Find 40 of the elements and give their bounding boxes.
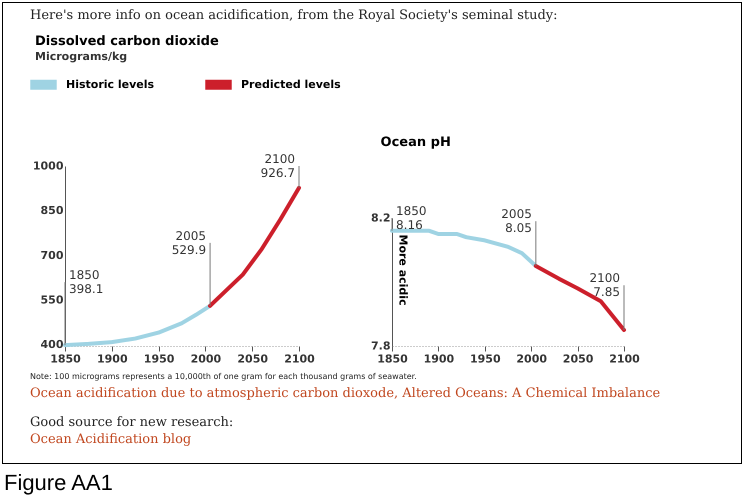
legend-label: Historic levels	[66, 78, 155, 91]
x-tick-label: 1900	[424, 352, 455, 366]
y-tick-label: 1000	[32, 160, 64, 172]
annotation: 2100 926.7	[260, 152, 295, 180]
annotation: 1850 8.16	[396, 204, 427, 232]
text: Good source for new research:	[30, 415, 234, 432]
annotation: 1850 398.1	[69, 268, 104, 296]
line-series	[63, 304, 212, 348]
text: Here's more info on ocean acidification, from the Royal Society's seminal study:	[30, 8, 558, 23]
x-tick-label: 2100	[609, 352, 640, 366]
y-tick-label: 400	[40, 338, 64, 352]
y-tick-label: 8.2	[371, 212, 390, 224]
line-series	[208, 186, 301, 308]
annotation: 2005 529.9	[172, 228, 206, 257]
x-tick-label: 2050	[562, 352, 594, 366]
text: Figure AA1	[4, 470, 113, 496]
y-tick-label: 7.8	[371, 340, 390, 352]
annotation: 2100 7.85	[589, 271, 620, 300]
annotation: 2005 8.05	[501, 207, 532, 236]
x-tick-label: 2000	[516, 352, 548, 366]
y-tick-label: 550	[40, 293, 64, 306]
chart-title: Ocean pH	[380, 135, 451, 150]
y-axis-title: More acidic	[396, 234, 410, 306]
line-series	[534, 264, 626, 332]
text: Ocean acidification due to atmospheric carbon dioxode, Altered Oceans: A Chemical Imbalance	[30, 386, 660, 404]
text: Ocean Acidification blog	[30, 432, 192, 450]
x-tick-label: 1850	[377, 352, 408, 366]
y-tick-label: 850	[40, 204, 64, 218]
x-tick-label: 2050	[237, 352, 268, 366]
text: Note: 100 micrograms represents a 10,000th of one gram for each thousand grams of seawater.	[30, 372, 418, 382]
y-tick-label: 700	[40, 248, 64, 262]
x-tick-label: 1900	[96, 352, 128, 366]
x-tick-label: 1850	[50, 352, 82, 366]
x-tick-label: 2100	[284, 352, 316, 366]
legend-label: Predicted levels	[241, 78, 342, 91]
x-tick-label: 2000	[190, 352, 222, 366]
x-tick-label: 1950	[144, 352, 175, 366]
chart-title: Dissolved carbon dioxide	[35, 34, 219, 49]
x-tick-label: 1950	[470, 352, 501, 366]
chart-subtitle: Micrograms/kg	[35, 50, 128, 63]
